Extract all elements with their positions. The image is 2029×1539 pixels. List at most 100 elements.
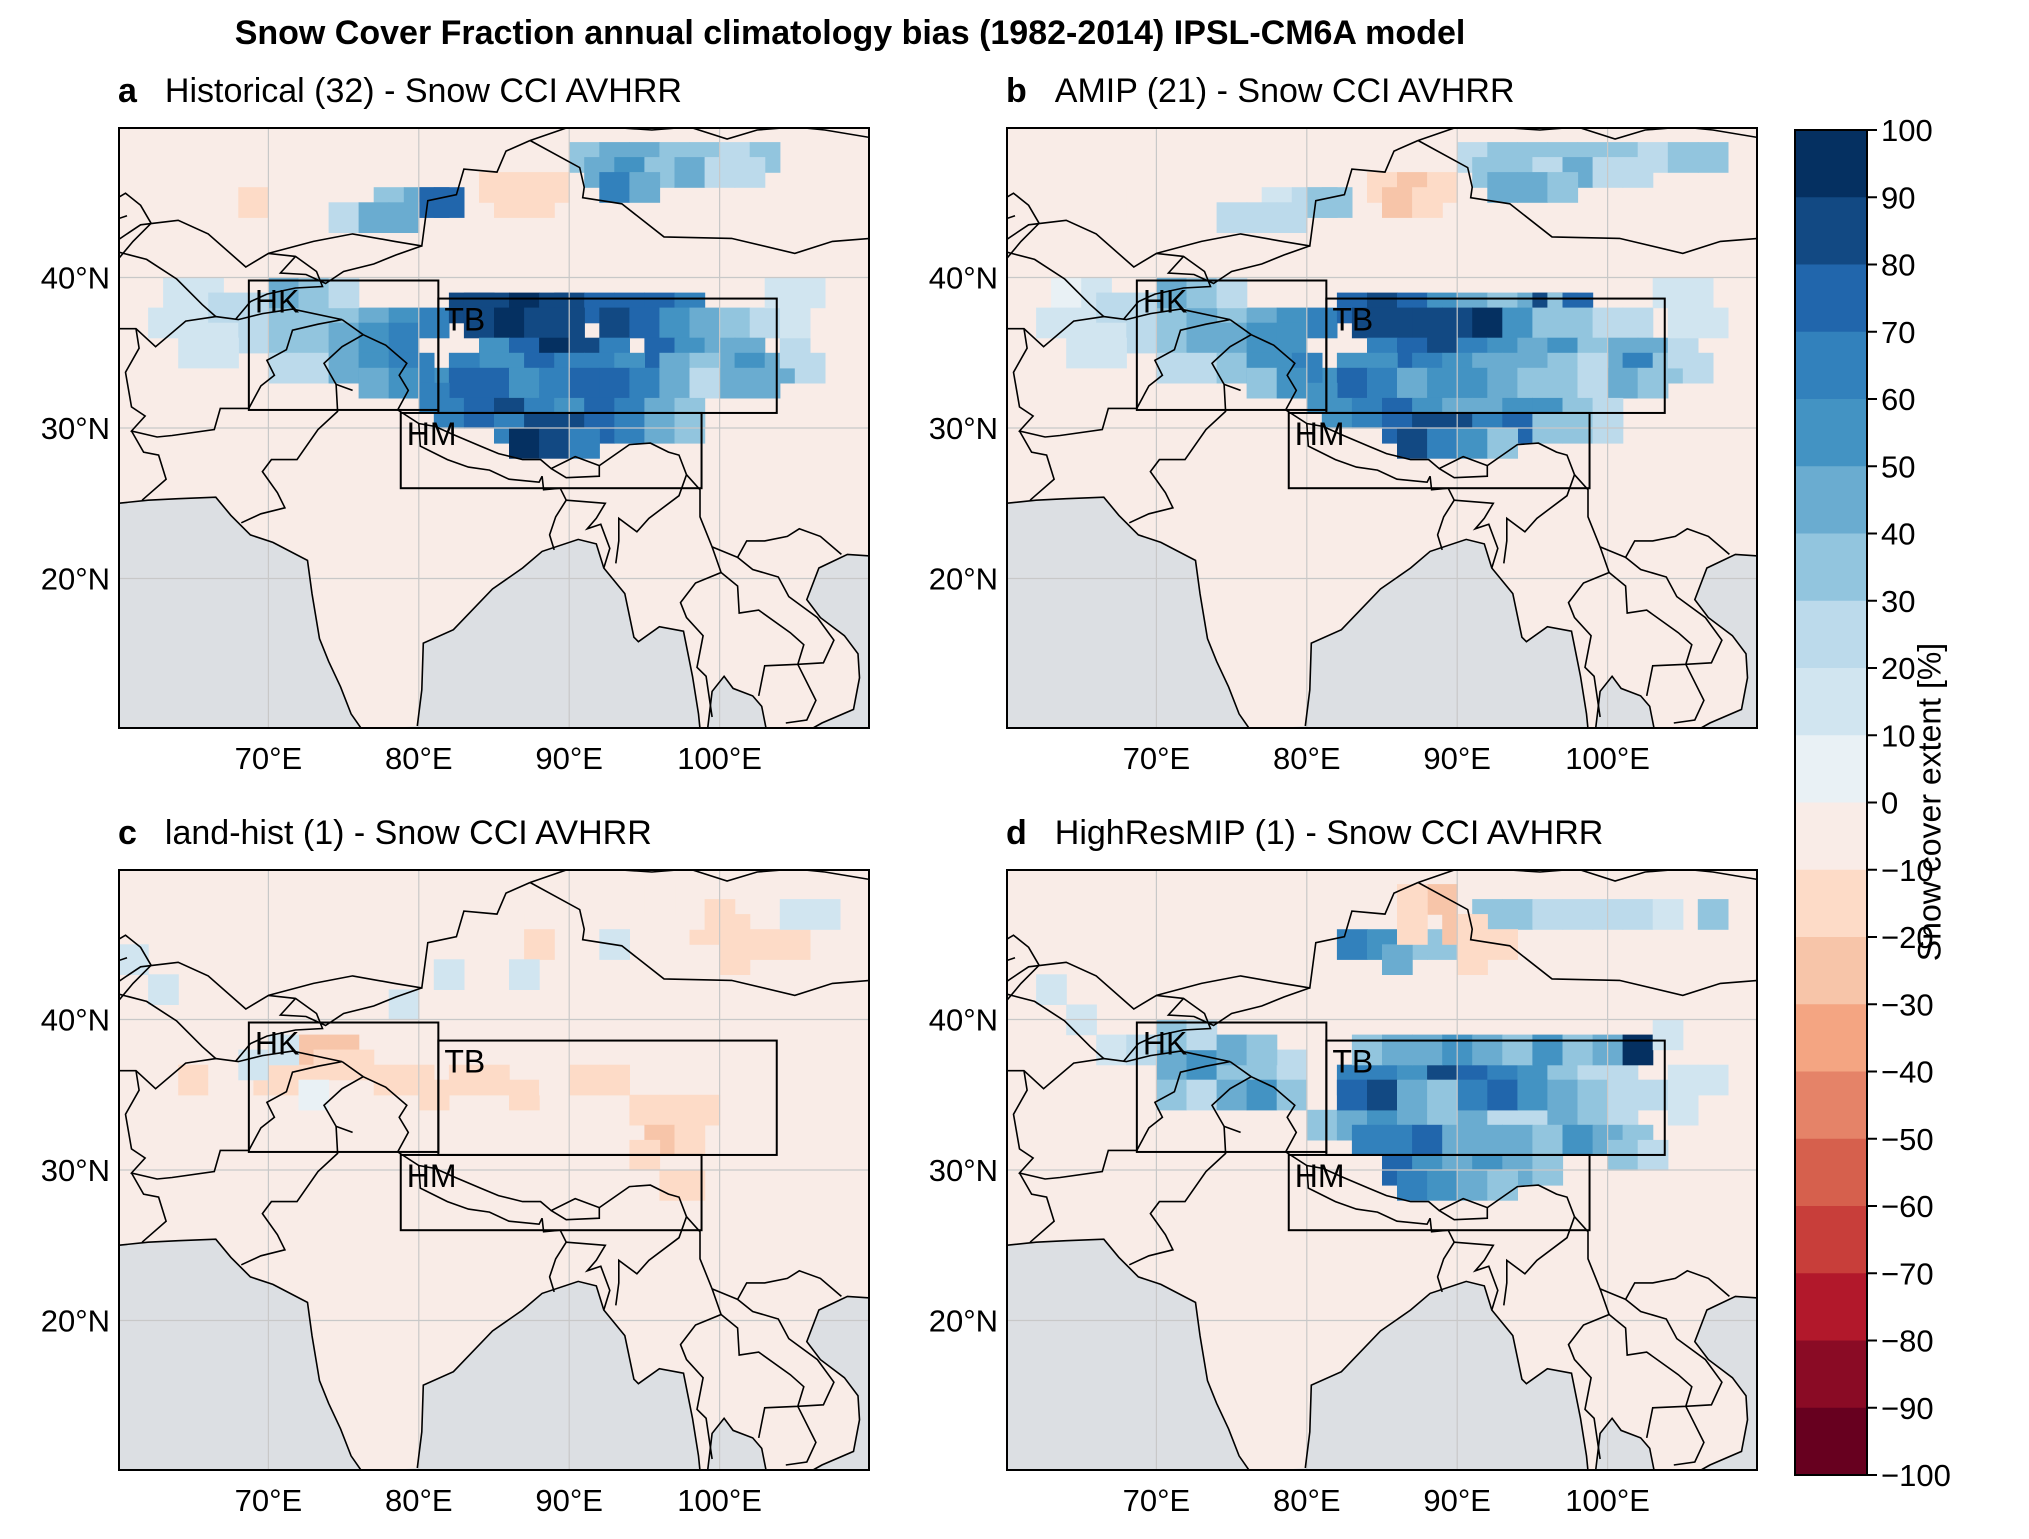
colorbar-tick-label: −70 [1881,1256,1934,1291]
heatmap-cell [794,277,826,309]
heatmap-cell [1412,1124,1443,1156]
heatmap-cell [268,352,300,384]
colorbar-tick-label: 70 [1881,315,1915,350]
heatmap-cell [1562,1034,1594,1066]
country-border [1454,1241,1499,1311]
colorbar-segment [1795,1340,1867,1409]
panel-title-a: a Historical (32) - Snow CCI AVHRR [118,72,682,111]
country-border [1429,1218,1456,1293]
heatmap-cell [629,307,661,339]
heatmap-cell [1502,1124,1533,1156]
x-tick-label: 90°E [1423,1483,1491,1518]
panel-name-c: land-hist (1) - Snow CCI AVHRR [164,814,652,852]
heatmap-cell [208,157,239,188]
coastline [706,1416,767,1471]
heatmap-cell [1216,1034,1248,1066]
country-border [685,474,842,559]
country-border [1306,423,1431,484]
ocean-area [118,497,362,729]
coastline [118,496,363,729]
x-tick-label: 70°E [1123,1483,1191,1518]
ocean-area [381,539,700,729]
coastline [1594,674,1655,729]
country-border [1567,546,1611,718]
heatmap-cell [1502,1034,1533,1066]
x-tick-label: 100°E [1565,1483,1650,1518]
coastline [706,674,767,729]
heatmap-cell [1246,322,1278,354]
country-border [341,318,688,475]
country-border [1306,1165,1431,1226]
country-border [1673,663,1705,724]
heatmap-cell [479,1064,510,1096]
heatmap-cell [1306,307,1338,339]
colorbar-segment [1795,130,1867,198]
heatmap-cell [1457,1079,1488,1111]
y-tick-label: 30°N [41,1153,110,1188]
heatmap-cell [418,382,450,414]
ocean-area [806,1296,870,1471]
heatmap-cell [1336,1079,1368,1111]
coastline [805,553,870,729]
heatmap-cell [1472,1124,1503,1156]
heatmap-cell [268,1034,300,1066]
heatmap-cell [749,929,781,960]
colorbar-tick-label: −60 [1881,1189,1934,1224]
heatmap-cell [388,322,420,354]
ocean-area [1269,1281,1588,1471]
heatmap-cell [1652,277,1684,309]
map-panel-d: HK TB HM [1006,869,1758,1471]
country-border [679,546,723,718]
heatmap-cell [328,277,360,309]
country-border [1229,318,1576,475]
country-border [1012,1060,1231,1180]
country-border [1608,571,1693,697]
region-label-hk: HK [255,1026,299,1062]
heatmap-cell [1502,307,1533,339]
heatmap-cell [1487,367,1518,399]
heatmap-cell [689,367,721,399]
country-border [737,556,835,666]
colorbar-tick-label: −50 [1881,1122,1934,1157]
colorbar-segment [1795,1071,1867,1140]
country-border [278,245,423,285]
country-border [278,987,423,1027]
y-tick-label: 40°N [929,261,998,296]
colorbar-tick-label: 0 [1881,786,1898,821]
heatmap-cell [1096,899,1127,930]
x-tick-label: 80°E [1273,741,1341,776]
colorbar-segment [1795,331,1867,400]
heatmap-cell [433,959,465,990]
heatmap-cell [1637,1079,1669,1111]
heatmap-cell [1156,352,1188,384]
colorbar-segment [1795,1004,1867,1072]
heatmap-cell [1457,367,1488,399]
heatmap-cell [1532,1034,1564,1066]
heatmap-cell [794,352,826,384]
heatmap-cell [1622,307,1654,339]
heatmap-cell [1382,307,1413,339]
region-label-hk: HK [1143,284,1187,320]
region-label-hk: HK [1143,1026,1187,1062]
colorbar-segment [1795,869,1867,938]
x-tick-label: 90°E [1423,741,1491,776]
panel-letter-b: b [1006,72,1027,110]
map-svg-c: HK TB HM [118,869,870,1471]
country-border [1018,1172,1056,1243]
heatmap-cell [1397,428,1428,459]
heatmap-cell [1382,1034,1413,1066]
heatmap-cell [1351,307,1383,339]
country-border [130,430,168,501]
x-tick-label: 70°E [1123,741,1191,776]
heatmap-cell [779,899,811,930]
colorbar-segment [1795,399,1867,467]
colorbar-tick-label: 50 [1881,449,1915,484]
country-border [418,423,543,484]
heatmap-cell [1547,172,1579,203]
heatmap-cell [569,1064,600,1096]
heatmap-cell [1697,142,1729,173]
country-border [1573,474,1730,559]
heatmap-cell [388,202,420,233]
region-label-tb: TB [444,1044,485,1080]
country-border [1156,139,1419,255]
